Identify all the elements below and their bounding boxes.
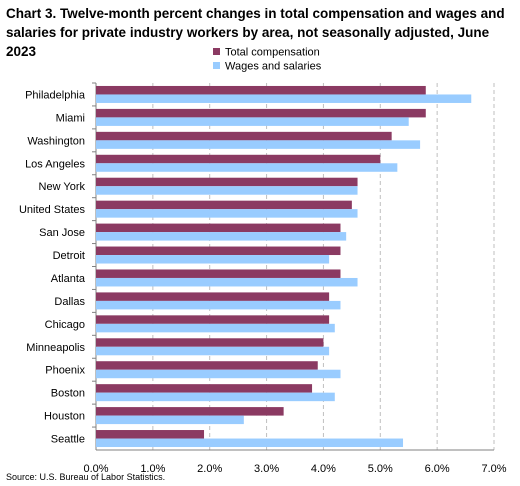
- total-compensation-bar: [96, 361, 318, 370]
- category-label: Minneapolis: [26, 342, 85, 354]
- x-tick-label: 1.0%: [140, 463, 165, 475]
- total-compensation-bar: [96, 85, 426, 95]
- category-label: New York: [39, 181, 86, 193]
- total-compensation-bar: [96, 200, 352, 210]
- category-label: Atlanta: [51, 273, 86, 285]
- total-compensation-bar: [96, 269, 341, 278]
- wages-and-salaries-bar: [96, 277, 358, 287]
- wages-and-salaries-bar: [96, 94, 472, 103]
- total-compensation-bar: [96, 407, 284, 416]
- x-tick-label: 0.0%: [83, 463, 108, 475]
- total-compensation-bar: [96, 384, 313, 393]
- total-compensation-bar: [96, 154, 381, 164]
- category-label: Philadelphia: [25, 89, 86, 101]
- category-label: Dallas: [54, 296, 85, 308]
- total-compensation-bar: [96, 430, 205, 439]
- wages-and-salaries-bar: [96, 186, 358, 195]
- total-compensation-bar: [96, 292, 330, 301]
- x-tick-label: 6.0%: [425, 463, 450, 475]
- legend-label: Total compensation: [225, 47, 320, 59]
- total-compensation-bar: [96, 315, 330, 324]
- category-label: Boston: [51, 388, 85, 400]
- wages-and-salaries-bar: [96, 255, 330, 264]
- x-tick-label: 4.0%: [311, 463, 336, 475]
- x-tick-label: 3.0%: [254, 463, 279, 475]
- wages-and-salaries-bar: [96, 232, 347, 241]
- total-compensation-bar: [96, 246, 341, 256]
- wages-and-salaries-bar: [96, 117, 409, 126]
- source-note: Source: U.S. Bureau of Labor Statistics.: [6, 472, 166, 482]
- category-label: Los Angeles: [25, 158, 85, 170]
- wages-and-salaries-bar: [96, 346, 330, 356]
- wages-and-salaries-bar: [96, 438, 404, 448]
- wages-and-salaries-bar: [96, 163, 398, 172]
- legend-label: Wages and salaries: [225, 61, 322, 73]
- total-compensation-bar: [96, 131, 392, 141]
- x-tick-label: 2.0%: [197, 463, 222, 475]
- legend-swatch: [213, 62, 220, 69]
- wages-and-salaries-bar: [96, 140, 421, 149]
- wages-and-salaries-bar: [96, 415, 244, 425]
- wages-and-salaries-bar: [96, 300, 341, 310]
- category-label: San Jose: [39, 227, 85, 239]
- x-tick-label: 5.0%: [368, 463, 393, 475]
- category-label: Washington: [27, 135, 85, 147]
- wages-and-salaries-bar: [96, 209, 358, 218]
- wages-and-salaries-bar: [96, 369, 341, 379]
- category-label: United States: [19, 204, 86, 216]
- category-label: Chicago: [45, 319, 85, 331]
- total-compensation-bar: [96, 338, 324, 347]
- chart-title: Chart 3. Twelve-month percent changes in…: [6, 6, 505, 59]
- category-label: Phoenix: [45, 365, 85, 377]
- category-label: Detroit: [53, 250, 85, 262]
- category-label: Seattle: [51, 434, 85, 446]
- legend-swatch: [213, 48, 220, 55]
- total-compensation-bar: [96, 223, 341, 233]
- wages-and-salaries-bar: [96, 392, 335, 402]
- total-compensation-bar: [96, 177, 358, 187]
- wages-and-salaries-bar: [96, 323, 335, 333]
- category-label: Miami: [56, 112, 85, 124]
- category-label: Houston: [44, 411, 85, 423]
- total-compensation-bar: [96, 108, 426, 118]
- x-tick-label: 7.0%: [481, 463, 506, 475]
